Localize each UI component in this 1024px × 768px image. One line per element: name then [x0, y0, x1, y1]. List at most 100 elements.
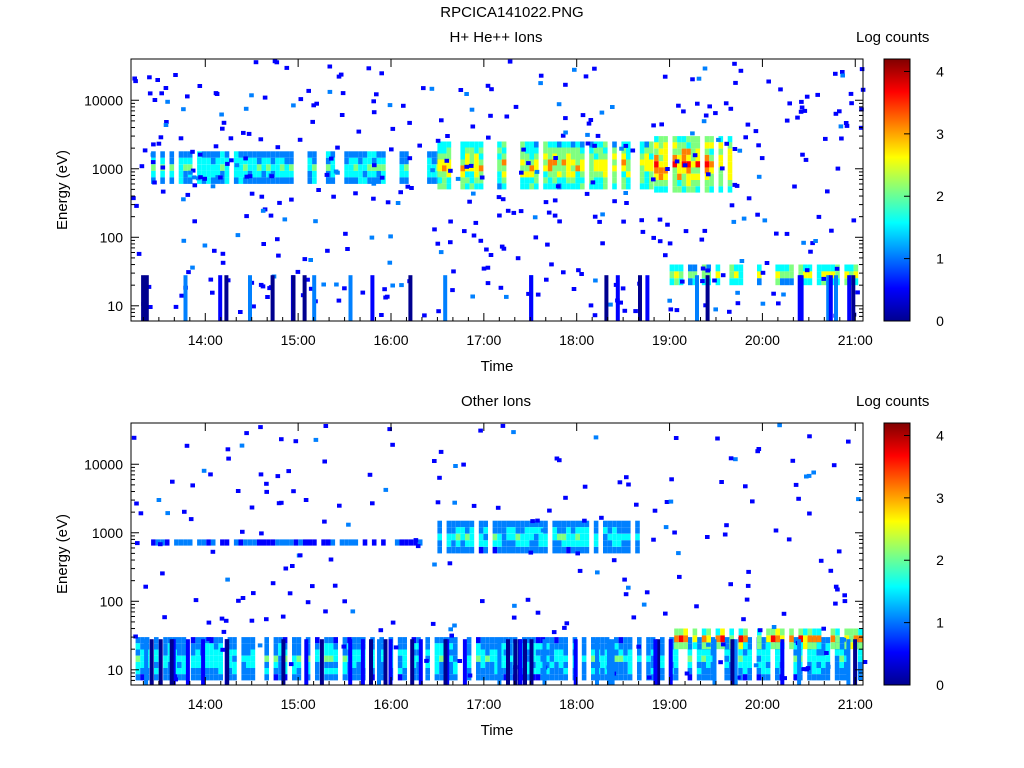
heatmap-cell: [834, 674, 840, 681]
heatmap-cell: [480, 649, 486, 656]
heatmap-cell: [476, 655, 481, 662]
heatmap-cell: [190, 637, 196, 644]
heatmap-cell: [644, 153, 649, 160]
heatmap-cell: [525, 597, 531, 602]
heatmap-cell: [646, 649, 651, 656]
heatmap-cell: [782, 676, 787, 681]
heatmap-cell: [135, 541, 140, 546]
heatmap-cell: [660, 643, 665, 650]
heatmap-cell: [431, 164, 437, 171]
heatmap-cell: [356, 129, 362, 134]
heatmap-cell: [821, 637, 826, 644]
heatmap-cell: [674, 628, 679, 636]
heatmap-cell: [695, 154, 701, 162]
heatmap-cell: [358, 164, 363, 171]
heatmap-cell: [834, 266, 840, 271]
heatmap-cell: [178, 539, 184, 546]
heatmap-cell: [425, 655, 430, 662]
heatmap-cell: [607, 540, 613, 547]
heatmap-cell: [584, 520, 590, 528]
heatmap-cell: [219, 616, 225, 621]
heatmap-cell: [264, 481, 269, 486]
heatmap-cell: [204, 643, 210, 650]
heatmap-cell: [457, 659, 463, 663]
heatmap-cell: [169, 164, 175, 171]
heatmap-cell: [600, 241, 605, 246]
heatmap-cell: [747, 637, 752, 644]
heatmap-cell: [187, 539, 193, 546]
heatmap-cell: [243, 539, 248, 546]
heatmap-cell: [298, 97, 304, 102]
heatmap-cell: [480, 643, 486, 650]
heatmap-cell: [570, 546, 576, 554]
heatmap-cell: [474, 183, 479, 190]
heatmap-cell: [322, 459, 327, 464]
heatmap-cell: [709, 148, 714, 155]
heatmap-cell: [198, 175, 203, 180]
heatmap-cell: [701, 661, 706, 669]
heatmap-cell: [474, 171, 479, 178]
heatmap-cell: [660, 668, 665, 675]
heatmap-cell: [612, 540, 617, 547]
heatmap-cell: [575, 141, 580, 148]
heatmap-cell: [524, 171, 530, 178]
heatmap-cell: [780, 635, 785, 643]
heatmap-cell: [252, 151, 257, 158]
heatmap-cell: [401, 103, 406, 108]
heatmap-cell: [219, 112, 224, 117]
heatmap-cell: [494, 655, 499, 662]
heatmap-cell: [581, 637, 587, 644]
heatmap-cell: [580, 520, 585, 528]
heatmap-cell: [681, 109, 686, 114]
heatmap-cell: [489, 87, 494, 92]
heatmap-cell: [258, 137, 264, 142]
heatmap-cell: [835, 628, 840, 636]
heatmap-bar: [712, 639, 717, 685]
heatmap-cell: [501, 171, 507, 178]
heatmap-cell: [668, 307, 674, 312]
heatmap-cell: [416, 649, 421, 656]
heatmap-bar: [780, 639, 785, 685]
heatmap-cell: [370, 501, 375, 506]
heatmap-cell: [485, 643, 490, 650]
heatmap-cell: [453, 661, 458, 669]
heatmap-cell: [268, 213, 274, 218]
heatmap-cell: [674, 308, 680, 313]
heatmap-cell: [315, 637, 320, 644]
heatmap-cell: [407, 120, 412, 125]
heatmap-cell: [399, 283, 404, 288]
heatmap-cell: [603, 546, 608, 554]
heatmap-cell: [279, 539, 285, 546]
heatmap-cell: [498, 285, 504, 290]
heatmap-cell: [672, 173, 678, 180]
heatmap-cell: [427, 170, 432, 178]
heatmap-cell: [654, 173, 659, 180]
heatmap-cell: [660, 661, 665, 669]
heatmap-cell: [651, 537, 656, 542]
heatmap-cell: [243, 177, 248, 184]
heatmap-cell: [329, 156, 334, 161]
heatmap-cell: [709, 180, 714, 187]
heatmap-cell: [215, 151, 221, 158]
heatmap-cell: [210, 184, 216, 189]
heatmap-cell: [840, 73, 845, 78]
heatmap-cell: [367, 472, 373, 477]
heatmap-cell: [787, 101, 792, 106]
heatmap-cell: [706, 264, 711, 272]
heatmap-cell: [335, 145, 340, 150]
heatmap-cell: [241, 643, 246, 650]
heatmap-cell: [460, 147, 465, 154]
heatmap-cell: [501, 546, 507, 554]
heatmap-cell: [342, 637, 348, 644]
heatmap-cell: [824, 651, 829, 655]
heatmap-cell: [451, 269, 456, 274]
heatmap-cell: [427, 177, 432, 184]
heatmap-cell: [790, 458, 796, 463]
heatmap-cell: [639, 183, 645, 190]
heatmap-cell: [187, 151, 193, 158]
heatmap-cell: [692, 271, 698, 279]
heatmap-cell: [674, 264, 679, 272]
heatmap-cell: [589, 147, 594, 154]
heatmap-cell: [460, 527, 465, 534]
heatmap-cell: [170, 479, 175, 484]
